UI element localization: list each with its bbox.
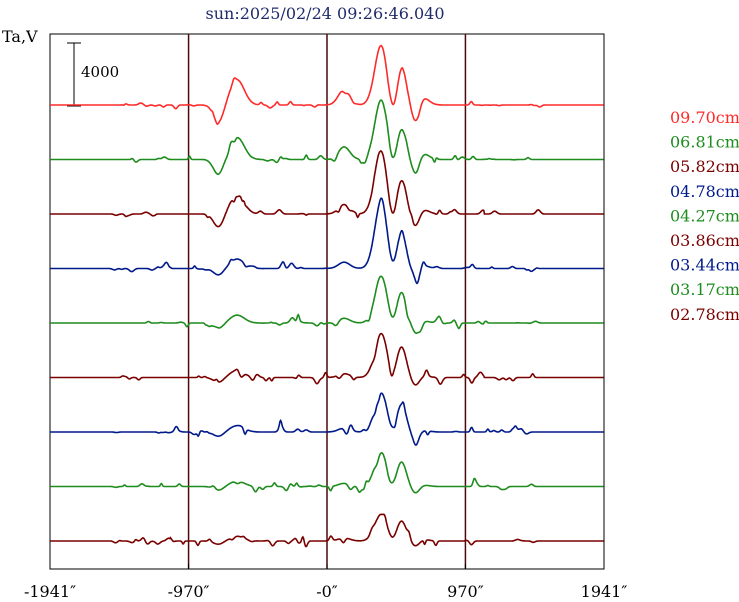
legend-entry-05.82cm: 05.82cm — [670, 157, 739, 176]
legend-entry-03.17cm: 03.17cm — [670, 280, 739, 299]
y-axis-label: Ta,V — [2, 27, 38, 46]
trace-05.82cm — [50, 150, 604, 228]
legend-entry-04.78cm: 04.78cm — [670, 182, 739, 201]
trace-03.44cm — [50, 392, 604, 446]
trace-03.17cm — [50, 451, 604, 494]
x-tick-label-0: -1941″ — [24, 582, 76, 601]
chart-title: sun:2025/02/24 09:26:46.040 — [206, 4, 445, 23]
x-tick-label-1: -970″ — [168, 582, 210, 601]
scale-bar-label: 4000 — [81, 63, 119, 81]
x-tick-label-3: 970″ — [447, 582, 484, 601]
trace-04.78cm — [50, 197, 604, 285]
legend-entry-04.27cm: 04.27cm — [670, 206, 739, 225]
x-axis-ticks: -1941″ -970″ -0″ 970″ 1941″ — [24, 564, 627, 601]
trace-06.81cm — [50, 99, 604, 175]
traces — [50, 44, 604, 548]
legend-entry-03.44cm: 03.44cm — [670, 256, 739, 275]
legend-entry-02.78cm: 02.78cm — [670, 305, 739, 324]
scale-bar: 4000 — [67, 42, 119, 107]
legend-entry-09.70cm: 09.70cm — [670, 108, 739, 127]
trace-09.70cm — [50, 44, 604, 125]
legend: 09.70cm 06.81cm 05.82cm 04.78cm 04.27cm 03.86… — [670, 108, 739, 324]
trace-04.27cm — [50, 275, 604, 335]
x-tick-label-2: -0″ — [316, 582, 338, 601]
vertical-markers — [187, 34, 467, 569]
trace-03.86cm — [50, 332, 604, 386]
legend-entry-03.86cm: 03.86cm — [670, 231, 739, 250]
x-tick-label-4: 1941″ — [581, 582, 628, 601]
legend-entry-06.81cm: 06.81cm — [670, 133, 739, 152]
trace-02.78cm — [50, 513, 604, 548]
